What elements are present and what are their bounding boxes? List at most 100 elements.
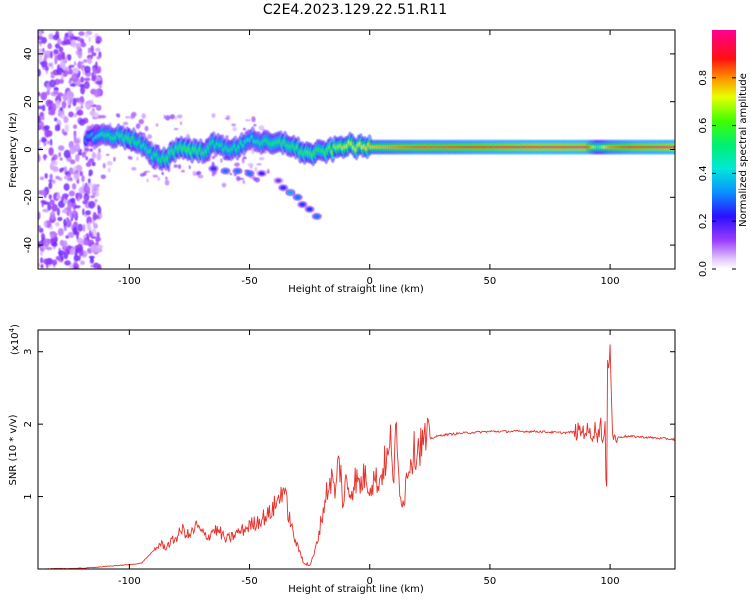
spectrogram-speckle xyxy=(40,91,48,101)
spectrogram-speckle xyxy=(242,179,245,185)
spectrogram-speckle xyxy=(43,220,48,228)
spectrogram-speckle xyxy=(113,156,116,162)
spectrogram-speckle xyxy=(46,140,50,145)
spectrogram-speckle xyxy=(78,118,86,126)
spectrogram-speckle xyxy=(58,250,65,256)
spectrogram-speckle xyxy=(50,160,58,167)
spectrogram-speckle xyxy=(90,256,94,261)
spectrogram-speckle xyxy=(83,193,90,202)
spectrogram-speckle xyxy=(73,124,77,129)
secondary-trace-point xyxy=(306,207,313,212)
spectrogram-speckle xyxy=(94,199,98,203)
spectrogram-speckle xyxy=(38,48,42,52)
spectrogram-speckle xyxy=(95,40,101,44)
spectrogram-speckle xyxy=(58,152,61,158)
y-tick-label: 40 xyxy=(23,48,34,61)
spectrogram-speckle xyxy=(43,154,47,161)
spectrogram-speckle xyxy=(43,258,50,265)
spectrogram-speckle xyxy=(42,208,49,213)
spectrogram-speckle xyxy=(95,80,103,85)
spectrogram-speckle xyxy=(77,49,83,59)
spectrogram-speckle xyxy=(48,181,53,190)
snr-x-ticks: -100 -50 0 50 100 xyxy=(118,330,620,587)
y-tick-label: -40 xyxy=(23,237,34,253)
spectrogram-speckle xyxy=(38,262,41,268)
spectrogram-speckle xyxy=(84,65,91,74)
spectrogram-speckle xyxy=(54,117,58,122)
spectrogram-speckle xyxy=(73,113,78,118)
spectrogram-speckle xyxy=(70,197,76,204)
spectrogram-speckle xyxy=(40,264,44,269)
spectrogram-speckle xyxy=(40,200,47,204)
spectrogram-speckle xyxy=(67,54,72,61)
spectrogram-speckle xyxy=(38,34,43,40)
spectrogram-image xyxy=(38,30,675,269)
spectrogram-speckle xyxy=(57,191,60,199)
spectrogram-speckle xyxy=(48,147,54,156)
chart-title: C2E4.2023.129.22.51.R11 xyxy=(263,2,447,18)
spectrogram-speckle xyxy=(45,99,53,108)
spectrogram-speckle xyxy=(41,37,47,44)
spectrogram-speckle xyxy=(81,151,87,158)
spectrogram-speckle xyxy=(125,116,130,119)
spectrogram-speckle xyxy=(59,168,63,173)
spectrogram-speckle xyxy=(40,257,44,264)
spectrogram-speckle xyxy=(47,43,52,50)
spectrogram-speckle xyxy=(53,87,59,91)
spectrogram-speckle xyxy=(163,114,166,120)
spectrogram-speckle xyxy=(58,145,65,151)
spectrogram-speckle xyxy=(87,159,92,165)
spectrogram-speckle xyxy=(211,155,216,160)
spectrogram-speckle xyxy=(141,113,146,119)
spectrogram-speckle xyxy=(73,61,77,66)
spectrogram-speckle xyxy=(83,81,90,89)
spectrogram-speckle xyxy=(73,173,80,181)
spectrogram-speckle xyxy=(42,138,47,142)
spectrogram-speckle xyxy=(161,171,164,176)
spectrogram-speckle xyxy=(164,179,170,186)
spectrogram-speckle xyxy=(51,203,58,212)
spectrogram-speckle xyxy=(135,123,141,129)
y-tick-label: 0 xyxy=(23,146,34,152)
spectrogram-speckle xyxy=(91,52,97,57)
spectrogram-speckle xyxy=(85,156,88,161)
spectrogram-speckle xyxy=(211,113,216,118)
spectrogram-speckle xyxy=(180,121,183,126)
secondary-trace-point xyxy=(280,185,287,190)
spectrogram-speckle xyxy=(75,192,79,200)
spectrogram-speckle xyxy=(72,67,79,76)
spectrogram-speckle xyxy=(59,157,63,161)
spectrogram-speckle xyxy=(62,131,68,136)
spectrogram-x-ticks: -100 -50 0 50 100 xyxy=(118,30,620,287)
spectrogram-speckle xyxy=(84,77,91,82)
spectrogram-speckle xyxy=(62,193,69,199)
spectrogram-speckle xyxy=(80,85,86,95)
spectrogram-speckle xyxy=(225,135,229,138)
x-tick-label: -50 xyxy=(241,276,257,287)
spectrogram-speckle xyxy=(177,164,182,170)
spectrogram-speckle xyxy=(241,158,245,164)
spectrogram-speckle xyxy=(77,223,83,232)
spectrogram-speckle xyxy=(88,200,96,209)
spectrogram-speckle xyxy=(138,119,144,125)
spectrogram-speckle xyxy=(38,115,42,124)
spectrogram-speckle xyxy=(40,250,43,256)
colorbar-gradient xyxy=(712,30,736,269)
spectrogram-speckle xyxy=(88,221,91,230)
spectrogram-speckle xyxy=(63,116,69,124)
spectrogram-speckle xyxy=(90,195,96,199)
spectrogram-speckle xyxy=(68,111,74,118)
spectrogram-speckle xyxy=(82,208,85,216)
spectrogram-speckle xyxy=(93,223,98,229)
x-tick-label: 100 xyxy=(601,276,620,287)
secondary-trace-point xyxy=(234,169,241,173)
snr-frame xyxy=(37,329,676,570)
spectrogram-speckle xyxy=(75,97,81,103)
spectrogram-speckle xyxy=(52,166,59,173)
spectrogram-speckle xyxy=(224,117,229,120)
spectrogram-speckle xyxy=(38,211,41,221)
spectrogram-speckle xyxy=(234,162,240,167)
spectrogram-speckle xyxy=(92,70,97,75)
spectrogram-speckle xyxy=(76,111,82,116)
spectrogram-speckle xyxy=(85,33,89,38)
